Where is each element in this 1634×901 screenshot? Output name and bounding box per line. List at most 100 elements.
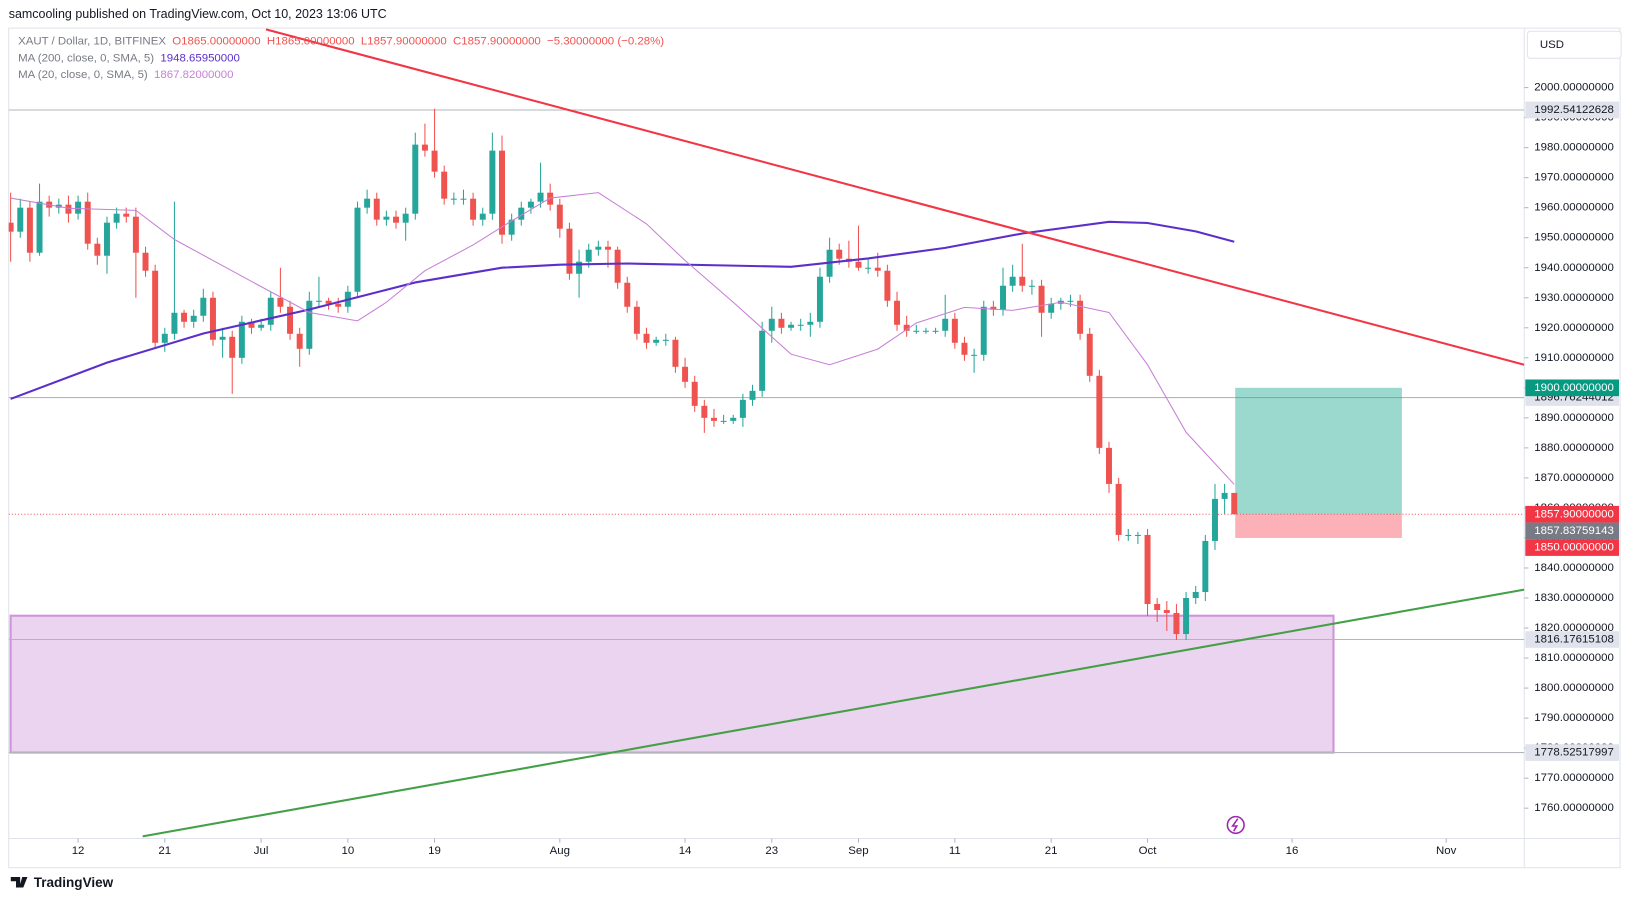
position-target-box	[1235, 387, 1402, 515]
candle-body	[161, 333, 168, 343]
candle-body	[1009, 276, 1016, 286]
icon-circle[interactable]	[1226, 815, 1245, 835]
currency-button-box[interactable]	[1526, 30, 1622, 59]
y-tick-label: 2000.00000000	[1534, 82, 1614, 94]
candle-body	[836, 249, 843, 259]
candle-body	[816, 276, 823, 322]
candle-body	[1067, 300, 1074, 302]
candle-body	[595, 246, 602, 250]
candle-body	[759, 330, 766, 391]
candle-body	[874, 267, 881, 271]
y-tick-label: 1890.00000000	[1534, 412, 1614, 424]
logo-mark	[10, 877, 28, 888]
candle-body	[865, 267, 872, 269]
candle-body	[315, 300, 322, 302]
candle-body	[171, 312, 178, 334]
y-tick-label: 1940.00000000	[1534, 262, 1614, 274]
candle-body	[807, 321, 814, 325]
candle-body	[94, 243, 101, 256]
y-tick-label: 1910.00000000	[1534, 352, 1614, 364]
candle-body	[364, 198, 371, 208]
candle-body	[8, 222, 14, 232]
x-tick-label: 21	[1045, 845, 1058, 857]
candle-body	[65, 204, 72, 214]
candle-body	[527, 201, 534, 208]
legend-value: L1857.90000000	[361, 36, 447, 48]
candle-body	[450, 198, 457, 200]
x-tick-label: 19	[428, 845, 441, 857]
candle-body	[306, 300, 313, 349]
replay-icon[interactable]	[1226, 815, 1245, 835]
candle-body	[778, 318, 785, 328]
candle-body	[932, 330, 939, 332]
candle-body	[1134, 534, 1141, 536]
candle-body	[1125, 534, 1132, 536]
candle-body	[26, 207, 33, 253]
candle-body	[508, 219, 515, 235]
y-tick-label: 1980.00000000	[1534, 142, 1614, 154]
candle-body	[1077, 300, 1084, 334]
candle-body	[894, 300, 901, 325]
icon-bolt[interactable]	[1231, 818, 1239, 832]
indicator-value: 1948.65950000	[160, 52, 240, 64]
candle-body	[421, 144, 428, 151]
trendline	[265, 28, 1525, 366]
y-tick-label: 1770.00000000	[1534, 772, 1614, 784]
price-level-badge	[1525, 101, 1620, 119]
candle-body	[1086, 333, 1093, 376]
chart-frame	[8, 27, 1621, 869]
candle-body	[710, 417, 717, 421]
candle-body	[691, 381, 698, 406]
candle-body	[662, 339, 669, 341]
candle-body	[248, 321, 255, 328]
axis-price-badge	[1525, 505, 1620, 523]
support-zone	[9, 614, 1335, 754]
candle-body	[84, 201, 91, 244]
candle-body	[1211, 498, 1218, 541]
candle-body	[103, 222, 110, 256]
x-tick-label: Nov	[1436, 845, 1457, 857]
indicator-name: MA (200, close, 0, SMA, 5)	[18, 52, 154, 64]
candle-body	[701, 405, 708, 418]
candle-body	[132, 216, 139, 253]
candle-body	[653, 339, 660, 343]
candle-body	[36, 201, 43, 253]
candle-body	[576, 261, 583, 274]
candle-body	[499, 150, 505, 235]
trendline	[142, 588, 1525, 838]
candle-body	[797, 324, 804, 326]
candle-body	[624, 282, 631, 307]
candle-body	[383, 216, 390, 220]
candle-body	[402, 213, 409, 223]
indicator-legend: MA (20, close, 0, SMA, 5) 1867.82000000	[18, 69, 233, 81]
candle-body	[518, 207, 525, 220]
candle-body	[17, 207, 24, 232]
currency-button[interactable]: USD	[1526, 30, 1622, 59]
candle-body	[1173, 613, 1180, 635]
legend-value: H1865.00000000	[267, 36, 355, 48]
x-tick-label: 10	[341, 845, 354, 857]
candle-body	[672, 339, 679, 367]
currency-button-label[interactable]: USD	[1540, 39, 1564, 51]
candle-body	[1144, 534, 1151, 605]
candle-body	[643, 333, 650, 343]
axis-price-badge	[1525, 539, 1620, 556]
position-stop-box	[1235, 514, 1402, 538]
moving-average-line	[10, 192, 1235, 485]
candle-body	[749, 390, 756, 400]
x-tick-label: Aug	[550, 845, 570, 857]
candle-body	[123, 213, 130, 217]
candle-body	[277, 297, 284, 307]
x-tick-label: 16	[1286, 845, 1299, 857]
y-tick-label: 1820.00000000	[1534, 622, 1614, 634]
price-level-badge	[1525, 631, 1620, 648]
candle-body	[1096, 375, 1103, 448]
y-tick-label: 1800.00000000	[1534, 682, 1614, 694]
y-tick-label: 1760.00000000	[1534, 802, 1614, 814]
y-tick-label: 1880.00000000	[1534, 442, 1614, 454]
candle-body	[1019, 276, 1026, 286]
legend-value: −5.30000000 (−0.28%)	[547, 36, 664, 48]
axis-price-label: 1857.90000000	[1534, 508, 1614, 520]
candle-body	[296, 333, 303, 349]
